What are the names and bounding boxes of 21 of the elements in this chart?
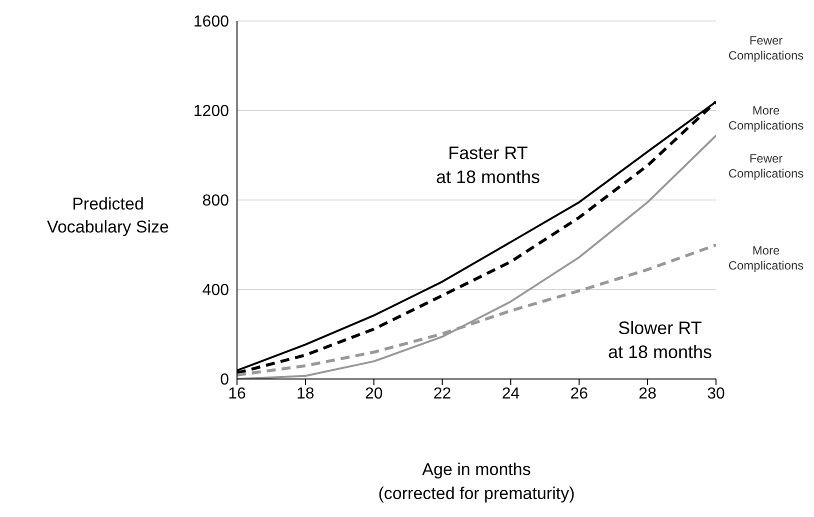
x-tick-label: 22 — [433, 385, 452, 402]
x-axis-title: Age in months (corrected for prematurity) — [378, 460, 575, 502]
annotation: Slower RT at 18 months — [608, 318, 712, 362]
annotation: Faster RT at 18 months — [436, 143, 540, 187]
x-tick-label: 16 — [228, 385, 246, 402]
series-label: Fewer Complications — [728, 152, 804, 180]
x-tick-label: 18 — [296, 385, 314, 402]
x-tick-label: 30 — [707, 385, 725, 402]
y-tick-label: 800 — [202, 192, 230, 210]
y-tick-label: 1600 — [193, 14, 230, 31]
y-tick-label: 0 — [220, 372, 230, 389]
x-tick-label: 28 — [638, 385, 657, 402]
text: Fewer Complications — [728, 34, 804, 62]
y-axis-title: Predicted Vocabulary Size — [47, 194, 169, 236]
x-tick-label: 20 — [364, 385, 383, 402]
x-tick-label: 24 — [502, 385, 520, 402]
y-tick-label: 400 — [202, 282, 230, 300]
series-label: More Complications — [728, 244, 804, 272]
y-tick-label: 1200 — [193, 103, 230, 120]
series-label: More Complications — [728, 104, 804, 132]
x-tick-label: 26 — [570, 385, 588, 402]
